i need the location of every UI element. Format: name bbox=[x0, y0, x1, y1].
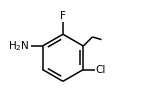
Text: H$_2$N: H$_2$N bbox=[8, 39, 30, 53]
Text: F: F bbox=[60, 11, 66, 21]
Text: Cl: Cl bbox=[96, 65, 106, 75]
